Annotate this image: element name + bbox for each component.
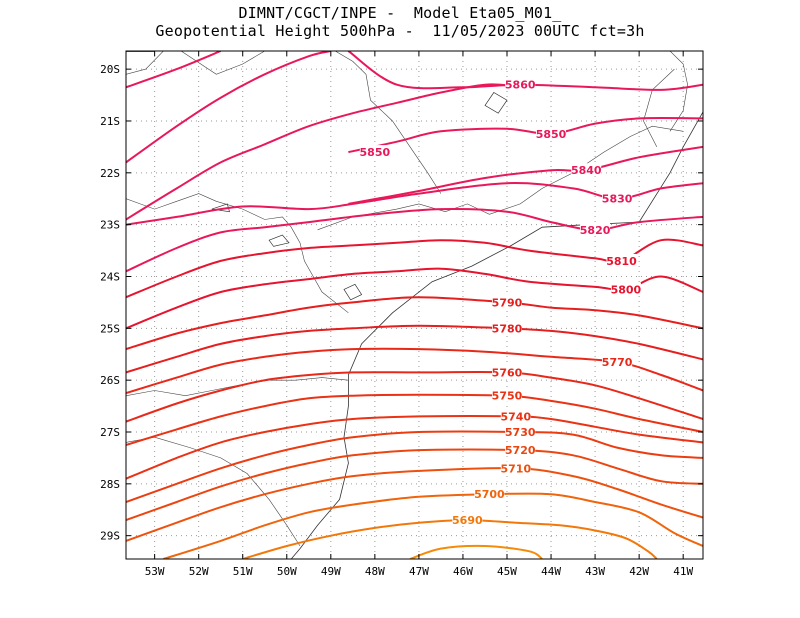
contour-5750 — [126, 393, 703, 446]
contour-label-5860: 5860 — [505, 79, 536, 92]
contour-5760 — [126, 371, 703, 423]
state-border — [180, 51, 265, 75]
contour-label-5760: 5760 — [492, 366, 523, 379]
x-tick-label: 51W — [233, 565, 253, 578]
contour-5840 — [126, 83, 512, 221]
contour-label-5840: 5840 — [571, 164, 602, 177]
contour-label-5750: 5750 — [492, 390, 523, 403]
contour-5730 — [126, 430, 703, 503]
x-tick-label: 44W — [541, 565, 561, 578]
contour-label-5690: 5690 — [452, 514, 483, 527]
contour-label-bg — [505, 443, 536, 457]
lake — [268, 234, 290, 247]
x-tick-label: 47W — [409, 565, 429, 578]
contour-label-5770: 5770 — [602, 356, 633, 369]
x-tick-label: 41W — [673, 565, 693, 578]
contour-label-bg — [505, 425, 536, 438]
lake — [343, 283, 363, 301]
state-border — [317, 125, 684, 231]
title-line-2: Geopotential Height 500hPa - 11/05/2023 … — [155, 22, 645, 40]
contour-5700 — [163, 492, 703, 559]
state-border — [335, 51, 442, 194]
contour-label-bg — [474, 487, 505, 501]
gridlines — [126, 51, 703, 559]
x-tick-label: 53W — [145, 565, 165, 578]
contour-label-5810: 5810 — [606, 255, 637, 268]
contour-label-bg — [452, 513, 483, 527]
contour-5850 — [348, 117, 703, 154]
y-tick-label: 22S — [100, 167, 120, 180]
contour-label-bg — [491, 321, 522, 335]
contour-label-5850: 5850 — [536, 128, 567, 141]
contour-label-bg — [602, 355, 633, 369]
contour-5720 — [126, 448, 703, 522]
contour-label-bg — [505, 77, 536, 91]
contour-label-bg — [536, 126, 567, 140]
y-tick-label: 28S — [100, 478, 120, 491]
title-line-1: DIMNT/CGCT/INPE - Model Eta05_M01_ — [238, 4, 562, 22]
contour-label-5700: 5700 — [474, 488, 505, 501]
state-border — [669, 51, 688, 132]
y-tick-label: 29S — [100, 530, 120, 543]
contour-label-bg — [602, 191, 633, 205]
y-tick-label: 21S — [100, 115, 120, 128]
state-border — [126, 436, 301, 547]
y-tick-label: 24S — [100, 270, 120, 283]
contour-label-5740: 5740 — [500, 410, 531, 423]
contour-label-5820: 5820 — [580, 224, 611, 237]
y-tick-label: 23S — [100, 219, 120, 232]
plot-frame — [125, 50, 704, 560]
contour-labels: 5860 5850 5850 5840 5830 5820 5810 5800 5790 5780… — [359, 77, 642, 527]
y-tick-label: 27S — [100, 426, 120, 439]
contour-label-5790: 5790 — [492, 296, 523, 309]
x-tick-label: 48W — [365, 565, 385, 578]
contour-label-5850: 5850 — [360, 146, 391, 159]
contours — [126, 51, 703, 559]
lake — [484, 92, 508, 114]
contour-5690 — [242, 519, 658, 559]
contour-label-bg — [491, 295, 522, 309]
x-tick-label: 46W — [453, 565, 473, 578]
contour-label-5710: 5710 — [500, 462, 531, 475]
x-tick-label: 43W — [585, 565, 605, 578]
contour-5780 — [126, 324, 703, 374]
contour-label-bg — [500, 409, 531, 423]
contour-label-bg — [491, 388, 522, 402]
contour-label-bg — [580, 222, 611, 236]
state-border — [126, 51, 164, 75]
state-border — [126, 193, 349, 314]
contour-5790 — [126, 296, 703, 351]
contour-5680 — [409, 544, 543, 559]
coastline-and-borders — [126, 51, 703, 559]
y-tick-label: 25S — [100, 322, 120, 335]
contour-label-bg — [610, 282, 641, 296]
state-border — [643, 68, 675, 148]
contour-5860 — [126, 51, 222, 89]
axis-ticks: 53W 52W 51W 50W 49W 48W 47W 46W 45W 44W 43W 42W 41W 2… — [100, 51, 703, 578]
y-tick-label: 20S — [100, 63, 120, 76]
contour-5800 — [126, 267, 703, 330]
contour-label-5730: 5730 — [505, 426, 536, 439]
contour-5850 — [126, 51, 332, 164]
contour-label-5800: 5800 — [611, 283, 642, 296]
contour-label-bg — [571, 163, 602, 177]
contour-5740 — [126, 415, 703, 480]
contour-label-5780: 5780 — [492, 322, 523, 335]
contour-label-bg — [606, 253, 637, 267]
x-tick-label: 52W — [189, 565, 209, 578]
x-tick-label: 50W — [277, 565, 297, 578]
contour-5710 — [126, 467, 703, 542]
x-tick-label: 45W — [497, 565, 517, 578]
x-tick-label: 49W — [321, 565, 341, 578]
x-tick-label: 42W — [629, 565, 649, 578]
contour-label-bg — [500, 461, 531, 475]
contour-label-5830: 5830 — [602, 193, 633, 206]
contour-label-bg — [491, 365, 522, 379]
y-tick-label: 26S — [100, 374, 120, 387]
coastline — [290, 111, 703, 559]
contour-5840 — [348, 145, 703, 205]
contour-label-5720: 5720 — [505, 444, 536, 457]
contour-label-bg — [359, 145, 390, 159]
